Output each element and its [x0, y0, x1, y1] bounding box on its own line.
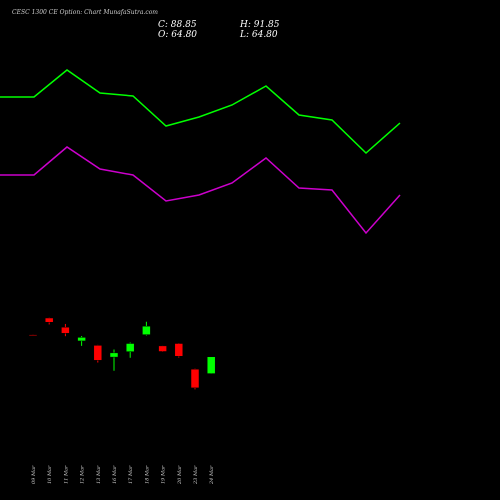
candle-body — [190, 368, 200, 389]
x-axis-label: 19 Mar — [161, 465, 167, 484]
x-axis-label: 12 Mar — [80, 465, 86, 484]
x-axis-label: 20 Mar — [177, 465, 183, 485]
x-axis-label: 13 Mar — [96, 465, 102, 484]
open-value: O: 64.80 — [158, 30, 198, 40]
upper-band-line — [0, 69, 401, 155]
candle-body — [77, 337, 86, 342]
candle-body — [174, 343, 184, 357]
candle-body — [206, 356, 216, 374]
x-axis-label: 10 Mar — [47, 465, 53, 484]
candle-body — [28, 334, 38, 336]
candle-body — [93, 345, 103, 361]
x-axis-label: 16 Mar — [112, 465, 118, 484]
candle-body — [44, 317, 54, 323]
low-value: L: 64.80 — [240, 30, 278, 40]
x-axis-label: 11 Mar — [63, 465, 69, 484]
candle-body — [142, 325, 151, 335]
close-value: C: 88.85 — [158, 20, 197, 30]
x-axis-label: 23 Mar — [193, 465, 199, 485]
x-axis-label: 24 Mar — [209, 465, 215, 485]
candle-body — [158, 345, 167, 352]
candle-body — [61, 326, 70, 334]
lower-band-line — [0, 146, 401, 235]
x-axis-label: 18 Mar — [144, 465, 150, 484]
candle-body — [125, 343, 135, 352]
x-axis-label: 17 Mar — [128, 465, 134, 484]
chart-title: CESC 1300 CE Option: Chart MunafaSutra.c… — [12, 9, 158, 16]
x-axis-label: 09 Mar — [31, 465, 37, 484]
high-value: H: 91.85 — [240, 20, 280, 30]
candle-body — [109, 352, 119, 358]
